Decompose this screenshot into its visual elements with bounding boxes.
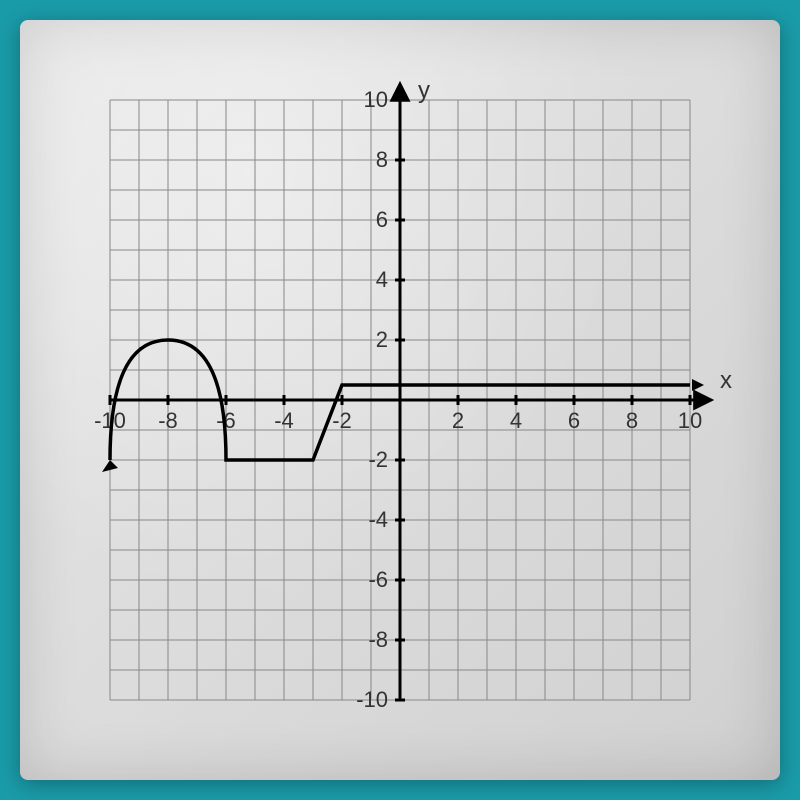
chart-svg: -10-8-6-4-2246810-10-8-6-4-2246810 yx <box>60 60 740 740</box>
axes <box>110 85 710 700</box>
coordinate-plane-chart: -10-8-6-4-2246810-10-8-6-4-2246810 yx <box>60 60 740 740</box>
svg-text:10: 10 <box>678 408 702 433</box>
svg-text:-6: -6 <box>368 567 388 592</box>
svg-text:2: 2 <box>376 327 388 352</box>
svg-text:y: y <box>418 77 430 104</box>
svg-text:10: 10 <box>364 87 388 112</box>
axis-labels: yx <box>418 77 732 394</box>
function-curve <box>102 340 704 472</box>
svg-text:4: 4 <box>510 408 522 433</box>
svg-text:-4: -4 <box>274 408 294 433</box>
svg-text:-8: -8 <box>368 627 388 652</box>
photo-background: -10-8-6-4-2246810-10-8-6-4-2246810 yx <box>20 20 780 780</box>
svg-text:8: 8 <box>376 147 388 172</box>
svg-text:-10: -10 <box>356 687 388 712</box>
svg-text:6: 6 <box>568 408 580 433</box>
svg-text:4: 4 <box>376 267 388 292</box>
svg-text:x: x <box>720 367 732 394</box>
svg-text:-2: -2 <box>332 408 352 433</box>
svg-text:-8: -8 <box>158 408 178 433</box>
svg-text:6: 6 <box>376 207 388 232</box>
svg-text:-4: -4 <box>368 507 388 532</box>
svg-text:-2: -2 <box>368 447 388 472</box>
svg-text:8: 8 <box>626 408 638 433</box>
svg-text:2: 2 <box>452 408 464 433</box>
